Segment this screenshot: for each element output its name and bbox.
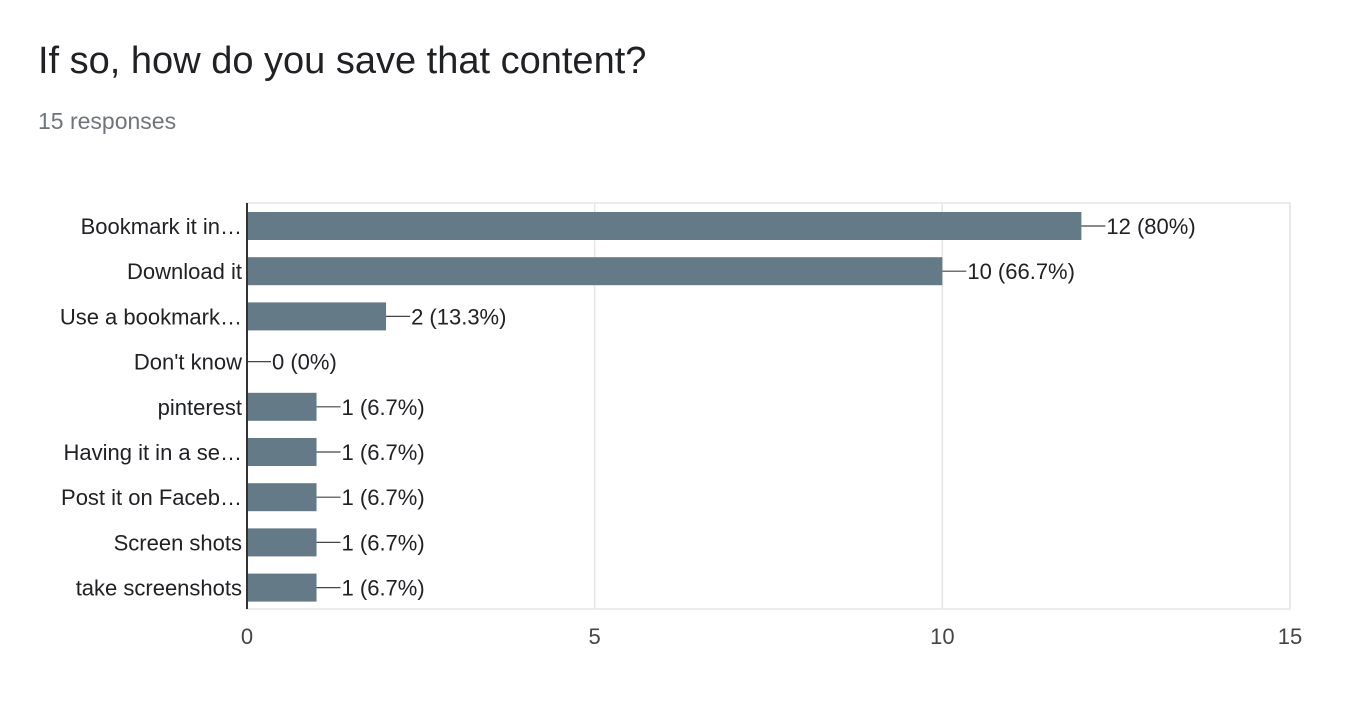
category-label: Screen shots (114, 530, 242, 555)
response-count: 15 responses (38, 108, 177, 134)
data-label: 1 (6.7%) (342, 440, 425, 465)
x-tick-label: 0 (241, 624, 253, 649)
bar (247, 257, 943, 286)
category-label: Bookmark it in… (81, 214, 242, 239)
x-tick-label: 5 (589, 624, 601, 649)
bar (247, 438, 317, 466)
category-label: Having it in a se… (63, 440, 242, 465)
data-label: 1 (6.7%) (342, 485, 425, 510)
bar (247, 392, 317, 421)
bar (247, 528, 317, 557)
bar (247, 302, 387, 331)
data-label: 2 (13.3%) (411, 304, 506, 329)
bar (247, 212, 1082, 240)
data-label: 0 (0%) (272, 350, 337, 375)
bar (247, 483, 317, 512)
category-label: Post it on Faceb… (61, 485, 242, 510)
category-label: Download it (127, 259, 242, 284)
category-label: Don't know (134, 350, 242, 375)
category-label: take screenshots (76, 576, 242, 601)
x-tick-label: 10 (930, 624, 954, 649)
bar (247, 573, 317, 602)
data-label: 1 (6.7%) (342, 530, 425, 555)
data-label: 1 (6.7%) (342, 395, 425, 420)
chart-title: If so, how do you save that content? (38, 40, 647, 82)
x-tick-label: 15 (1278, 624, 1302, 649)
category-label: Use a bookmark… (60, 304, 242, 329)
data-label: 1 (6.7%) (342, 576, 425, 601)
data-label: 12 (80%) (1106, 214, 1195, 239)
data-label: 10 (66.7%) (967, 259, 1075, 284)
category-label: pinterest (158, 395, 242, 420)
